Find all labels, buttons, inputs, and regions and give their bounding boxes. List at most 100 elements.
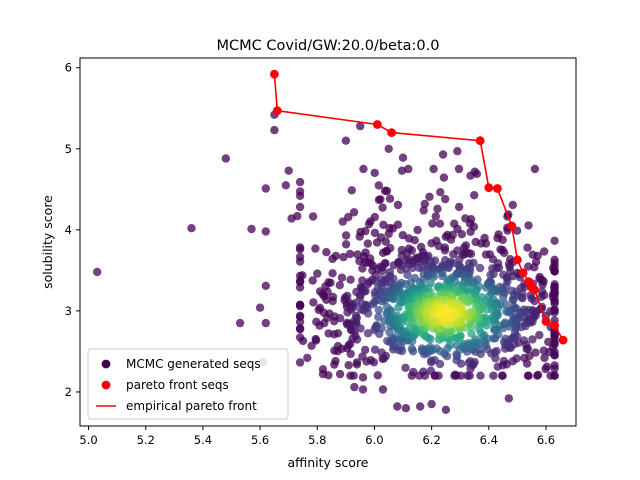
mcmc-point: [308, 276, 317, 285]
mcmc-point: [397, 166, 407, 175]
mcmc-point: [449, 250, 458, 259]
mcmc-point: [374, 305, 384, 315]
mcmc-point: [455, 255, 464, 264]
x-tick-label: 6.6: [537, 433, 555, 447]
mcmc-point: [438, 150, 448, 159]
mcmc-point: [436, 188, 445, 197]
mcmc-point: [361, 286, 370, 296]
mcmc-point: [93, 267, 102, 277]
mcmc-point: [429, 164, 438, 174]
mcmc-point: [528, 335, 537, 344]
mcmc-point: [429, 272, 439, 281]
mcmc-point: [419, 206, 428, 215]
pareto-point: [484, 183, 494, 193]
mcmc-point: [384, 144, 393, 153]
mcmc-point: [295, 191, 305, 200]
mcmc-point: [356, 121, 365, 131]
y-tick-label: 3: [65, 304, 72, 318]
mcmc-point: [370, 345, 380, 354]
pareto-point: [550, 321, 559, 330]
mcmc-point: [477, 239, 486, 248]
mcmc-point: [345, 249, 355, 259]
mcmc-point: [363, 279, 372, 289]
mcmc-point: [295, 358, 305, 367]
mcmc-point: [435, 219, 445, 228]
mcmc-point: [311, 334, 320, 344]
mcmc-point: [378, 385, 388, 394]
pareto-point: [518, 268, 528, 278]
mcmc-point: [349, 371, 358, 380]
mcmc-point: [454, 202, 464, 212]
mcmc-point: [520, 353, 529, 363]
x-tick-label: 6.0: [365, 433, 383, 447]
mcmc-point: [419, 367, 428, 376]
mcmc-point: [425, 192, 434, 201]
mcmc-point: [381, 237, 390, 246]
mcmc-point: [358, 385, 368, 394]
mcmc-point: [387, 307, 396, 316]
mcmc-point: [426, 366, 436, 375]
mcmc-point: [466, 357, 475, 366]
mcmc-point: [492, 346, 501, 356]
mcmc-point: [539, 346, 548, 355]
mcmc-point: [377, 324, 386, 333]
mcmc-point: [493, 362, 502, 371]
mcmc-point: [295, 277, 305, 287]
mcmc-point: [335, 281, 344, 290]
mcmc-point: [331, 356, 340, 366]
legend-label: MCMC generated seqs: [126, 357, 261, 371]
mcmc-point: [416, 402, 425, 411]
mcmc-point: [530, 263, 539, 272]
mcmc-point: [442, 309, 451, 318]
mcmc-point: [284, 166, 293, 175]
pareto-point: [387, 128, 396, 138]
mcmc-point: [523, 243, 532, 252]
mcmc-point: [472, 169, 482, 179]
mcmc-point: [470, 191, 479, 200]
mcmc-point: [324, 371, 333, 380]
mcmc-point: [349, 208, 359, 217]
mcmc-point: [374, 312, 383, 322]
plot-area: [93, 69, 568, 414]
mcmc-point: [475, 263, 485, 273]
mcmc-point: [358, 352, 367, 361]
mcmc-point: [389, 294, 398, 304]
mcmc-point: [235, 318, 245, 328]
mcmc-point: [308, 212, 318, 221]
mcmc-point: [352, 313, 361, 322]
mcmc-point: [363, 239, 372, 248]
mcmc-point: [398, 231, 407, 240]
mcmc-point: [295, 311, 305, 320]
mcmc-point: [341, 136, 351, 145]
mcmc-point: [370, 277, 380, 286]
mcmc-point: [550, 236, 559, 245]
mcmc-point: [481, 250, 491, 259]
legend-label: pareto front seqs: [126, 378, 229, 392]
pareto-point: [270, 69, 279, 79]
mcmc-point: [444, 263, 453, 273]
pareto-point: [558, 335, 568, 345]
mcmc-point: [341, 231, 351, 240]
mcmc-point: [370, 228, 380, 238]
mcmc-point: [398, 153, 408, 162]
mcmc-point: [328, 254, 337, 264]
mcmc-point: [501, 334, 510, 343]
mcmc-point: [408, 263, 417, 273]
mcmc-point: [328, 296, 337, 306]
legend-dot-swatch: [101, 359, 111, 369]
mcmc-point: [546, 371, 555, 380]
mcmc-point: [406, 278, 416, 287]
mcmc-point: [350, 326, 359, 336]
mcmc-point: [486, 270, 495, 279]
mcmc-point: [499, 356, 509, 366]
mcmc-point: [550, 299, 559, 308]
mcmc-point: [295, 324, 305, 333]
x-tick-label: 6.4: [480, 433, 498, 447]
mcmc-point: [431, 212, 440, 221]
mcmc-point: [530, 164, 540, 174]
mcmc-point: [393, 200, 403, 210]
mcmc-point: [358, 373, 368, 382]
mcmc-point: [353, 250, 362, 259]
mcmc-point: [352, 358, 362, 367]
